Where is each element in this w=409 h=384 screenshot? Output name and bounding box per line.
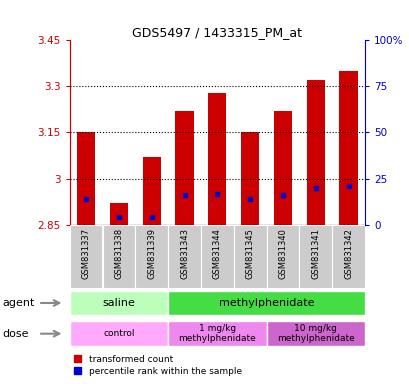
Legend: transformed count, percentile rank within the sample: transformed count, percentile rank withi…: [74, 355, 241, 376]
Bar: [331, 225, 364, 288]
Bar: [70, 225, 102, 288]
Bar: [200, 225, 233, 288]
Text: GSM831342: GSM831342: [343, 228, 352, 279]
Text: GSM831343: GSM831343: [180, 228, 189, 279]
Bar: [70, 321, 168, 346]
Bar: [110, 203, 128, 225]
Text: GSM831345: GSM831345: [245, 228, 254, 279]
Title: GDS5497 / 1433315_PM_at: GDS5497 / 1433315_PM_at: [132, 26, 301, 39]
Bar: [299, 225, 331, 288]
Bar: [266, 321, 364, 346]
Bar: [175, 111, 193, 225]
Bar: [135, 225, 168, 288]
Bar: [142, 157, 160, 225]
Bar: [168, 291, 364, 315]
Text: control: control: [103, 329, 134, 338]
Text: GSM831339: GSM831339: [147, 228, 156, 279]
Text: methylphenidate: methylphenidate: [218, 298, 313, 308]
Bar: [306, 80, 324, 225]
Text: GSM831341: GSM831341: [310, 228, 319, 279]
Bar: [168, 225, 200, 288]
Bar: [240, 132, 258, 225]
Text: 1 mg/kg
methylphenidate: 1 mg/kg methylphenidate: [178, 324, 256, 343]
Bar: [208, 93, 226, 225]
Text: agent: agent: [2, 298, 34, 308]
Bar: [102, 225, 135, 288]
Text: 10 mg/kg
methylphenidate: 10 mg/kg methylphenidate: [276, 324, 354, 343]
Bar: [266, 225, 299, 288]
Bar: [339, 71, 357, 225]
Bar: [273, 111, 291, 225]
Text: saline: saline: [102, 298, 135, 308]
Bar: [233, 225, 266, 288]
Text: GSM831337: GSM831337: [81, 228, 90, 279]
Bar: [70, 291, 168, 315]
Text: GSM831344: GSM831344: [212, 228, 221, 279]
Text: dose: dose: [2, 329, 29, 339]
Bar: [77, 132, 95, 225]
Text: GSM831340: GSM831340: [278, 228, 287, 279]
Text: GSM831338: GSM831338: [114, 228, 123, 279]
Bar: [168, 321, 266, 346]
